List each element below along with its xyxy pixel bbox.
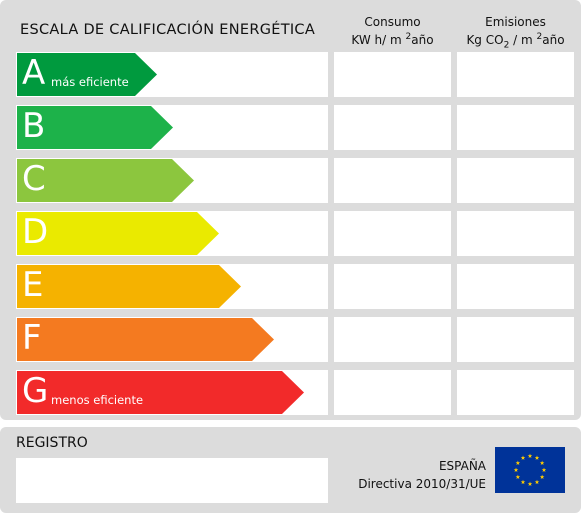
rating-row-e: E [16, 264, 328, 309]
rating-letter: E [22, 265, 44, 305]
rating-letter: C [22, 159, 46, 199]
eu-star [527, 453, 533, 458]
eu-star [520, 455, 526, 460]
directive-label: Directiva 2010/31/UE [358, 477, 486, 491]
eu-star [515, 460, 521, 465]
eu-star [515, 474, 521, 479]
rating-row-b: B [16, 105, 328, 150]
rating-arrow-c: C [17, 159, 194, 202]
consumo-cell-b [334, 105, 451, 150]
emisiones-unit: Kg CO2 / m 2año [466, 32, 565, 51]
consumo-cell-d [334, 211, 451, 256]
rating-note: más eficiente [51, 75, 129, 89]
eu-star [534, 479, 540, 485]
emisiones-cell-b [457, 105, 574, 150]
rating-row-c: C [16, 158, 328, 203]
emisiones-cell-e [457, 264, 574, 309]
rating-arrow-d: D [17, 212, 219, 255]
emisiones-column-header: Emisiones Kg CO2 / m 2año [457, 15, 574, 53]
consumo-cell-a [334, 52, 451, 97]
eu-star [527, 481, 533, 486]
consumo-cell-e [334, 264, 451, 309]
rating-letter: B [22, 106, 46, 146]
consumo-cell-f [334, 317, 451, 362]
emisiones-cell-g [457, 370, 574, 415]
rating-letter: D [22, 212, 49, 252]
rating-letter: G [22, 371, 49, 411]
consumo-unit: KW h/ m 2año [351, 32, 434, 47]
consumo-cell-g [334, 370, 451, 415]
registro-field [16, 458, 328, 503]
rating-arrow-b: B [17, 106, 173, 149]
emisiones-cell-d [457, 211, 574, 256]
rating-row-f: F [16, 317, 328, 362]
eu-star [534, 455, 540, 460]
scale-title: ESCALA DE CALIFICACIÓN ENERGÉTICA [20, 22, 316, 38]
rating-row-d: D [16, 211, 328, 256]
consumo-column-header: Consumo KW h/ m 2año [334, 15, 451, 48]
country-label: ESPAÑA [438, 459, 486, 473]
country-directive: ESPAÑA Directiva 2010/31/UE [358, 457, 486, 493]
eu-star [513, 467, 519, 472]
eu-flag-icon [495, 447, 565, 493]
emisiones-cell-f [457, 317, 574, 362]
rating-letter: A [22, 53, 46, 93]
consumo-label: Consumo [364, 15, 421, 29]
rating-arrow-f: F [17, 318, 274, 361]
eu-star [539, 460, 545, 465]
registro-label: REGISTRO [16, 435, 88, 451]
emisiones-cell-a [457, 52, 574, 97]
rating-arrow-e: E [17, 265, 241, 308]
emisiones-label: Emisiones [485, 15, 546, 29]
eu-star [541, 467, 547, 472]
consumo-cell-c [334, 158, 451, 203]
rating-note: menos eficiente [51, 393, 144, 407]
eu-star [539, 474, 545, 479]
rating-letter: F [22, 318, 42, 358]
emisiones-cell-c [457, 158, 574, 203]
eu-star [520, 479, 526, 485]
